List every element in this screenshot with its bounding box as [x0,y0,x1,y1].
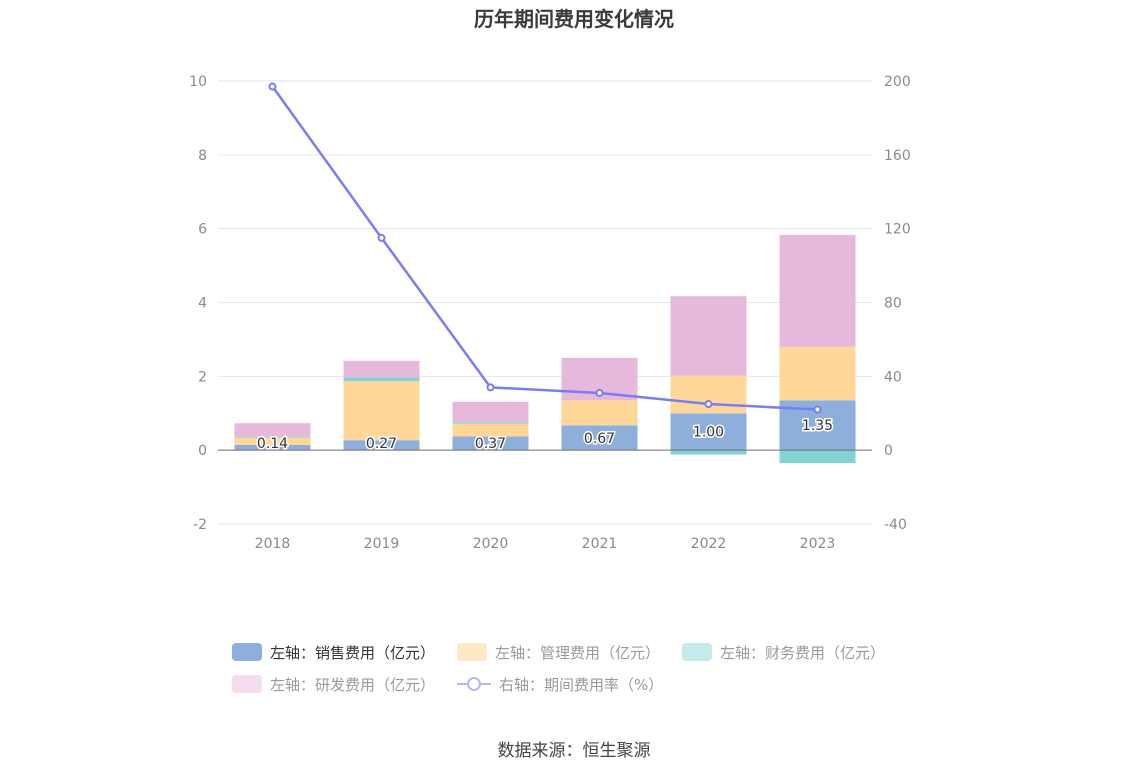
x-tick-label: 2023 [800,536,836,552]
left-axis-ticks: -2 0 2 4 6 8 10 [189,74,207,533]
legend-label-finance: 左轴：财务费用（亿元） [720,643,886,662]
bar-segment [561,400,638,426]
expense-rate-point [595,388,604,397]
bar-segment [561,425,638,451]
bar-segment [234,423,311,437]
expense-rate-point [268,82,277,91]
right-tick-label: 120 [884,222,911,238]
left-tick-label: 4 [198,296,207,312]
legend-swatch-admin [457,643,488,661]
expense-rate-point [377,233,386,242]
legend-item-expense-rate[interactable]: 右轴：期间费用率（%） [457,674,663,695]
bar-segment [670,296,747,376]
legend-label-sales: 左轴：销售费用（亿元） [270,643,436,662]
legend-swatch-finance [682,643,713,661]
bar-segment [234,436,311,438]
x-tick-label: 2019 [364,536,400,552]
sales-data-label: 0.67 [584,431,615,447]
gridlines [218,80,872,525]
legend-item-sales[interactable]: 左轴：销售费用（亿元） [232,642,435,663]
expense-rate-point [704,400,713,409]
left-tick-label: -2 [193,517,207,533]
bar-segment [343,360,420,378]
sales-data-label: 1.35 [802,418,833,434]
bar-segment [779,450,856,464]
right-tick-label: 160 [884,148,911,164]
legend-item-rnd[interactable]: 左轴：研发费用（亿元） [232,674,435,695]
bar-segment [670,413,747,451]
bar-segment [343,440,420,451]
bar-segment [452,422,529,424]
right-axis-ticks: -40 0 40 80 120 160 200 [884,74,911,533]
x-tick-label: 2022 [691,536,727,552]
bar-segment [779,346,856,401]
data-source-note: 数据来源：恒生聚源 [497,741,651,761]
chart-title: 历年期间费用变化情况 [474,7,674,31]
left-tick-label: 0 [198,443,207,459]
period-expense-chart: 历年期间费用变化情况 -2 0 2 4 6 8 10 -40 0 40 80 120 160 200 2… [189,7,911,552]
bar-segment [670,450,747,455]
bar-segment [234,437,311,445]
bar-data-labels: 0.14 0.27 0.37 0.67 1.00 1.35 [255,417,834,454]
legend-label-expense-rate: 右轴：期间费用率（%） [499,675,664,694]
left-tick-label: 10 [189,74,207,90]
x-axis-ticks: 2018 2019 2020 2021 2022 2023 [255,536,836,552]
legend-item-finance[interactable]: 左轴：财务费用（亿元） [682,642,885,663]
right-tick-label: 80 [884,296,902,312]
sales-data-label: 1.00 [693,425,724,441]
x-tick-label: 2021 [582,536,618,552]
x-tick-label: 2020 [473,536,509,552]
right-tick-label: -40 [884,517,907,533]
right-tick-label: 0 [884,443,893,459]
left-tick-label: 6 [198,222,207,238]
expense-rate-line [271,85,818,411]
bar-segment [452,436,529,451]
left-tick-label: 2 [198,369,207,385]
sales-data-label: 0.37 [475,436,506,452]
chart-legend: 左轴：销售费用（亿元） 左轴：管理费用（亿元） 左轴：财务费用（亿元） 左轴：研… [232,636,932,700]
expense-rate-point [486,383,495,392]
bar-segment [343,381,420,441]
legend-swatch-expense-rate [457,677,492,691]
bar-segment [779,234,856,347]
bar-segment [452,423,529,437]
right-tick-label: 200 [884,74,911,90]
right-tick-label: 40 [884,369,902,385]
x-tick-label: 2018 [255,536,291,552]
legend-label-rnd: 左轴：研发费用（亿元） [270,675,436,694]
legend-label-admin: 左轴：管理费用（亿元） [495,643,661,662]
bar-segment [234,444,311,451]
legend-swatch-rnd [232,675,262,693]
legend-item-admin[interactable]: 左轴：管理费用（亿元） [457,642,660,663]
bar-series [234,234,856,464]
line-series [268,82,822,414]
expense-rate-point [813,405,822,414]
sales-data-label: 0.27 [366,436,397,452]
left-tick-label: 8 [198,148,207,164]
legend-swatch-sales [232,643,262,661]
bar-segment [452,401,529,423]
bar-segment [343,377,420,382]
sales-data-label: 0.14 [257,436,288,452]
